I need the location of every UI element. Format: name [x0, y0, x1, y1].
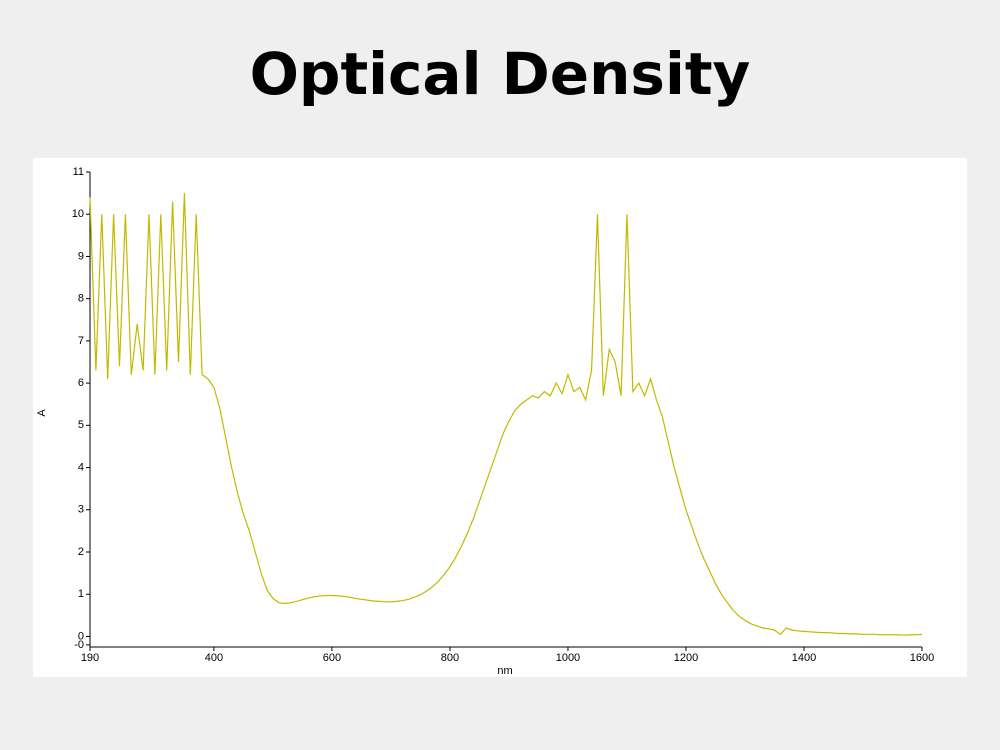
y-tick-label: 8 [78, 293, 84, 305]
y-tick-label: 9 [78, 250, 84, 262]
chart-panel [33, 158, 967, 677]
x-tick-label: 1000 [556, 652, 580, 664]
x-tick-label: 1400 [792, 652, 816, 664]
page-title: Optical Density [249, 40, 751, 108]
x-tick-label: 400 [205, 652, 223, 664]
y-tick-label: 0 [78, 630, 84, 642]
y-tick-label: 10 [72, 208, 84, 220]
x-tick-label: 1600 [910, 652, 934, 664]
x-tick-label: 600 [323, 652, 341, 664]
y-tick-label: 3 [78, 504, 84, 516]
y-tick-label: -0 [74, 639, 84, 651]
y-tick-label: 1 [78, 588, 84, 600]
y-tick-label: 6 [78, 377, 84, 389]
y-axis-label: A [36, 409, 48, 417]
y-tick-label: 4 [78, 461, 84, 473]
y-tick-label: 5 [78, 419, 84, 431]
y-tick-label: 7 [78, 335, 84, 347]
spectrum-line [89, 193, 923, 636]
y-tick-label: 2 [78, 546, 84, 558]
y-tick-label: 11 [73, 166, 84, 178]
x-tick-label: 800 [441, 652, 459, 664]
x-tick-label: 1200 [674, 652, 698, 664]
x-axis-label: nm [497, 665, 512, 677]
x-tick-label: 190 [81, 652, 99, 664]
